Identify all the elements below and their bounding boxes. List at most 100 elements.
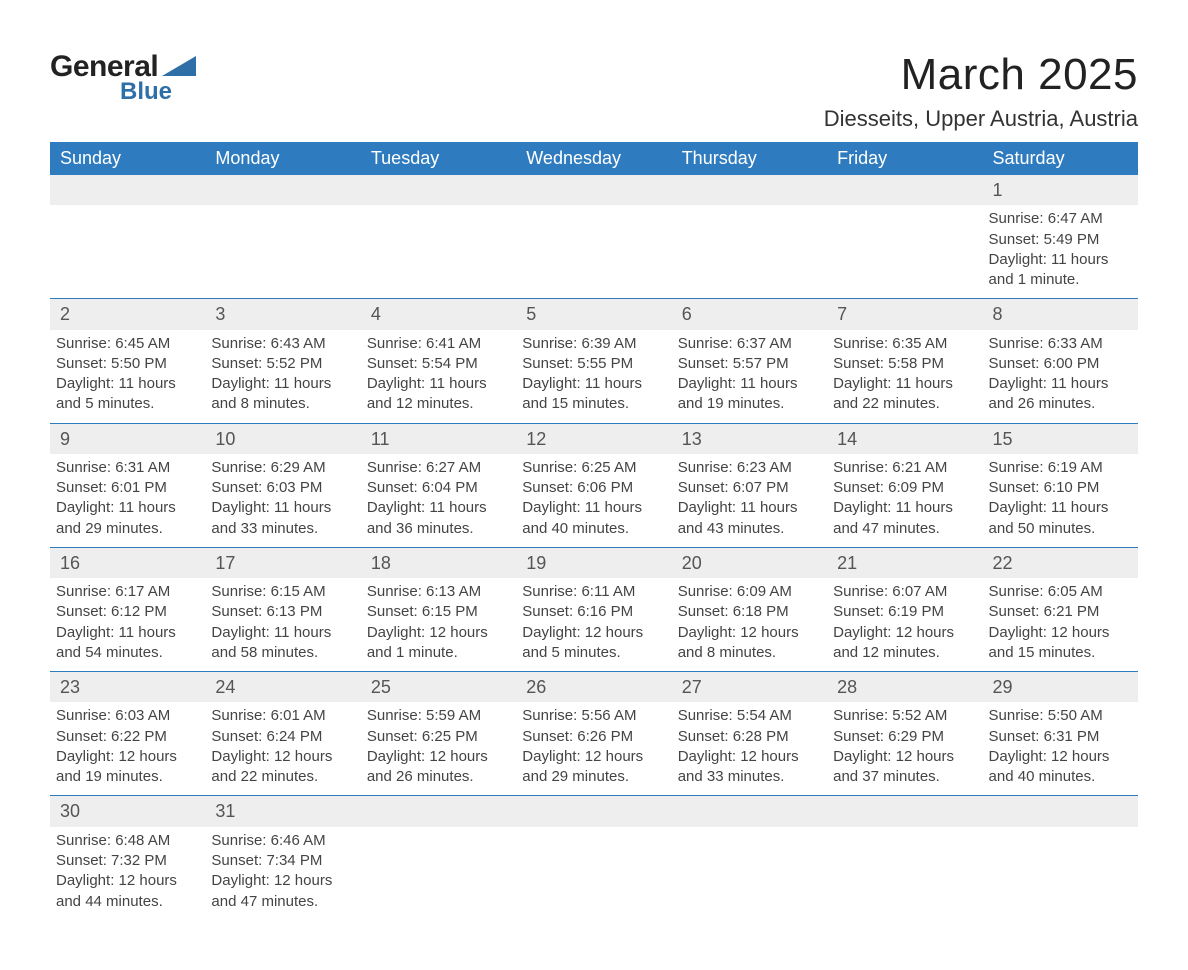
day-cell: Sunrise: 6:37 AM Sunset: 5:57 PM Dayligh… [672,330,827,424]
day-cell-empty [205,205,360,299]
day-number-blank [672,796,827,827]
day-cell: Sunrise: 5:50 AM Sunset: 6:31 PM Dayligh… [983,702,1138,796]
weekday-header: Wednesday [516,142,671,175]
detail-row: Sunrise: 6:47 AM Sunset: 5:49 PM Dayligh… [50,205,1138,299]
day-cell-empty [827,827,982,920]
day-number-blank [50,175,205,205]
day-cell: Sunrise: 6:25 AM Sunset: 6:06 PM Dayligh… [516,454,671,548]
day-cell-empty [516,205,671,299]
title-block: March 2025 Diesseits, Upper Austria, Aus… [824,50,1138,132]
daynum-row: 9101112131415 [50,423,1138,454]
detail-row: Sunrise: 6:45 AM Sunset: 5:50 PM Dayligh… [50,330,1138,424]
day-number: 28 [827,672,982,703]
day-number: 22 [983,547,1138,578]
day-number: 15 [983,423,1138,454]
day-number: 23 [50,672,205,703]
day-cell: Sunrise: 5:52 AM Sunset: 6:29 PM Dayligh… [827,702,982,796]
day-number-blank [827,796,982,827]
day-number: 17 [205,547,360,578]
day-cell: Sunrise: 6:15 AM Sunset: 6:13 PM Dayligh… [205,578,360,672]
day-cell: Sunrise: 5:59 AM Sunset: 6:25 PM Dayligh… [361,702,516,796]
weekday-header: Saturday [983,142,1138,175]
daynum-row: 1 [50,175,1138,205]
calendar-body: 1Sunrise: 6:47 AM Sunset: 5:49 PM Daylig… [50,175,1138,920]
day-number-blank [827,175,982,205]
day-cell: Sunrise: 6:23 AM Sunset: 6:07 PM Dayligh… [672,454,827,548]
day-cell: Sunrise: 6:48 AM Sunset: 7:32 PM Dayligh… [50,827,205,920]
daynum-row: 3031 [50,796,1138,827]
day-cell: Sunrise: 6:13 AM Sunset: 6:15 PM Dayligh… [361,578,516,672]
day-cell-empty [827,205,982,299]
daynum-row: 2345678 [50,299,1138,330]
location: Diesseits, Upper Austria, Austria [824,106,1138,132]
day-number: 30 [50,796,205,827]
day-number: 9 [50,423,205,454]
day-cell: Sunrise: 6:33 AM Sunset: 6:00 PM Dayligh… [983,330,1138,424]
day-number: 18 [361,547,516,578]
day-cell-empty [361,827,516,920]
day-number: 31 [205,796,360,827]
day-number-blank [516,796,671,827]
day-cell: Sunrise: 6:19 AM Sunset: 6:10 PM Dayligh… [983,454,1138,548]
day-number-blank [516,175,671,205]
day-number: 2 [50,299,205,330]
day-cell: Sunrise: 6:29 AM Sunset: 6:03 PM Dayligh… [205,454,360,548]
day-cell: Sunrise: 6:03 AM Sunset: 6:22 PM Dayligh… [50,702,205,796]
day-number: 3 [205,299,360,330]
weekday-header: Friday [827,142,982,175]
day-cell: Sunrise: 6:47 AM Sunset: 5:49 PM Dayligh… [983,205,1138,299]
day-cell: Sunrise: 6:43 AM Sunset: 5:52 PM Dayligh… [205,330,360,424]
day-cell: Sunrise: 6:39 AM Sunset: 5:55 PM Dayligh… [516,330,671,424]
day-number-blank [672,175,827,205]
day-number: 24 [205,672,360,703]
day-cell: Sunrise: 6:21 AM Sunset: 6:09 PM Dayligh… [827,454,982,548]
day-cell-empty [361,205,516,299]
day-cell: Sunrise: 6:17 AM Sunset: 6:12 PM Dayligh… [50,578,205,672]
day-cell-empty [516,827,671,920]
detail-row: Sunrise: 6:17 AM Sunset: 6:12 PM Dayligh… [50,578,1138,672]
day-number: 10 [205,423,360,454]
day-cell: Sunrise: 5:54 AM Sunset: 6:28 PM Dayligh… [672,702,827,796]
day-number: 19 [516,547,671,578]
day-number: 8 [983,299,1138,330]
day-cell: Sunrise: 6:07 AM Sunset: 6:19 PM Dayligh… [827,578,982,672]
day-number-blank [361,796,516,827]
day-number: 1 [983,175,1138,205]
day-cell: Sunrise: 6:27 AM Sunset: 6:04 PM Dayligh… [361,454,516,548]
detail-row: Sunrise: 6:31 AM Sunset: 6:01 PM Dayligh… [50,454,1138,548]
day-cell: Sunrise: 6:45 AM Sunset: 5:50 PM Dayligh… [50,330,205,424]
detail-row: Sunrise: 6:48 AM Sunset: 7:32 PM Dayligh… [50,827,1138,920]
day-number: 6 [672,299,827,330]
weekday-header: Sunday [50,142,205,175]
day-cell: Sunrise: 6:11 AM Sunset: 6:16 PM Dayligh… [516,578,671,672]
day-cell-empty [983,827,1138,920]
weekday-header: Monday [205,142,360,175]
day-number: 25 [361,672,516,703]
day-number-blank [361,175,516,205]
day-number: 21 [827,547,982,578]
daynum-row: 16171819202122 [50,547,1138,578]
day-cell: Sunrise: 6:35 AM Sunset: 5:58 PM Dayligh… [827,330,982,424]
day-cell: Sunrise: 6:31 AM Sunset: 6:01 PM Dayligh… [50,454,205,548]
logo-text-blue: Blue [120,78,172,106]
day-cell: Sunrise: 5:56 AM Sunset: 6:26 PM Dayligh… [516,702,671,796]
day-cell: Sunrise: 6:41 AM Sunset: 5:54 PM Dayligh… [361,330,516,424]
day-cell: Sunrise: 6:05 AM Sunset: 6:21 PM Dayligh… [983,578,1138,672]
weekday-header-row: SundayMondayTuesdayWednesdayThursdayFrid… [50,142,1138,175]
day-number: 29 [983,672,1138,703]
day-number-blank [205,175,360,205]
day-number: 11 [361,423,516,454]
detail-row: Sunrise: 6:03 AM Sunset: 6:22 PM Dayligh… [50,702,1138,796]
day-number: 4 [361,299,516,330]
daynum-row: 23242526272829 [50,672,1138,703]
day-cell-empty [50,205,205,299]
day-number: 5 [516,299,671,330]
day-cell: Sunrise: 6:01 AM Sunset: 6:24 PM Dayligh… [205,702,360,796]
day-number: 20 [672,547,827,578]
day-number: 13 [672,423,827,454]
day-number: 26 [516,672,671,703]
day-number: 14 [827,423,982,454]
day-cell: Sunrise: 6:09 AM Sunset: 6:18 PM Dayligh… [672,578,827,672]
day-number: 12 [516,423,671,454]
logo: General Blue [50,50,196,106]
